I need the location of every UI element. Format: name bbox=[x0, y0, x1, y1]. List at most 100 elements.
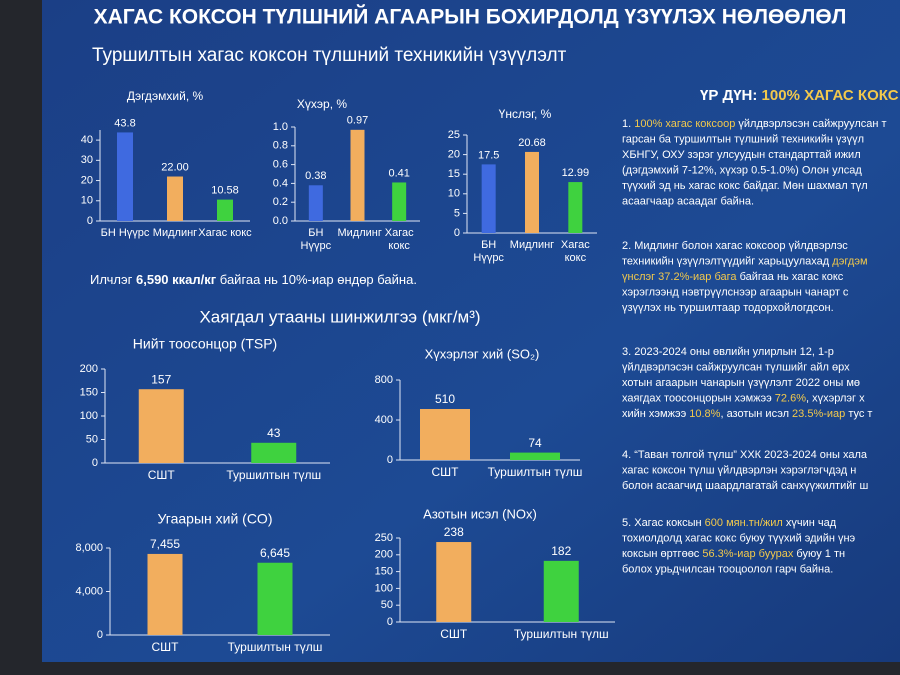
x-tick-label: Мидлинг bbox=[509, 239, 555, 251]
bar bbox=[420, 409, 470, 460]
text: үзүүлэх нь туршилтаар тодорхойлогдсон. bbox=[622, 302, 834, 314]
highlight: 72.6% bbox=[775, 392, 806, 404]
bar bbox=[251, 442, 297, 463]
text: техникийн үзүүлэлтүүдийг харьцуулахад bbox=[622, 255, 832, 267]
y-tick-label: 10 bbox=[81, 195, 93, 207]
y-tick-label: 4,000 bbox=[75, 585, 103, 597]
value-label: 43 bbox=[267, 426, 281, 440]
note-text: байгаа нь 10%-иар өндөр байна. bbox=[216, 272, 417, 287]
y-tick-label: 20 bbox=[448, 149, 460, 161]
paragraph-line: 3. 2023-2024 оны өвлийн улирлын 12, 1-р bbox=[622, 346, 834, 358]
text: 4. “Таван толгой түлш” ХХК 2023-2024 оны… bbox=[622, 449, 868, 461]
value-label: 20.68 bbox=[518, 137, 546, 149]
bar bbox=[525, 151, 539, 233]
text: ХБНГУ, ОХУ зэрэг улсуудын стандарттай иж… bbox=[622, 149, 861, 161]
chart-title: Азотын исэл (NOx) bbox=[423, 506, 537, 521]
note: Илчлэг 6,590 ккал/кг байгаа нь 10%-иар ө… bbox=[90, 272, 417, 287]
text: үйлдвэрлэсэн сайжруулсан түлшийг айл өрх bbox=[622, 361, 850, 373]
text: тус т bbox=[845, 408, 872, 420]
paragraph-line: болох урьдчилсан тооцоолол гарч байна. bbox=[622, 563, 833, 575]
y-tick-label: 30 bbox=[81, 154, 93, 166]
bar bbox=[436, 542, 472, 622]
bar bbox=[217, 199, 233, 221]
text: гарсан ба туршилтын түлшний техникийн үз… bbox=[622, 133, 864, 145]
x-tick-label: СШТ bbox=[431, 465, 459, 479]
paragraph-line: үзүүлэх нь туршилтаар тодорхойлогдсон. bbox=[622, 302, 834, 314]
paragraph-line: коксын өртгөөс 56.3%-иар буурах буюу 1 т… bbox=[622, 548, 845, 560]
y-tick-label: 8,000 bbox=[75, 542, 103, 554]
paragraph-line: тохиолдолд хагас кокс буюу түүхий эдийн … bbox=[622, 532, 856, 544]
note-bold: 6,590 ккал/кг bbox=[136, 272, 217, 287]
y-tick-label: 200 bbox=[80, 363, 98, 375]
chart-title: Нийт тоосонцор (TSP) bbox=[133, 336, 277, 352]
text: хийн хэмжээ bbox=[622, 408, 689, 420]
result-heading: ҮР ДҮН: 100% ХАГАС КОКС bbox=[700, 87, 899, 104]
x-tick-label: Туршилтын түлш bbox=[487, 465, 583, 479]
paragraph-line: техникийн үзүүлэлтүүдийг харьцуулахад дэ… bbox=[622, 255, 868, 267]
text: хэрэглээнд нэвтрүүлснээр агаарын чанарт … bbox=[622, 286, 849, 298]
y-tick-label: 5 bbox=[454, 207, 460, 219]
value-label: 157 bbox=[151, 372, 171, 386]
value-label: 510 bbox=[435, 392, 455, 406]
y-tick-label: 0.6 bbox=[273, 159, 288, 171]
y-tick-label: 0 bbox=[97, 629, 103, 641]
paragraph-line: ХБНГУ, ОХУ зэрэг улсуудын стандарттай иж… bbox=[622, 149, 861, 161]
y-tick-label: 40 bbox=[81, 134, 93, 146]
text: хагас коксон түлш үйлдвэрлэн хэрэглэгчдэ… bbox=[622, 464, 856, 476]
chart-title: Угаарын хий (CO) bbox=[158, 511, 273, 527]
text: үйлдвэрлэсэн сайжруулсан т bbox=[735, 118, 886, 130]
bar bbox=[543, 560, 579, 622]
paragraph-line: хагас коксон түлш үйлдвэрлэн хэрэглэгчдэ… bbox=[622, 464, 856, 476]
bar bbox=[481, 164, 496, 233]
paragraph-line: 4. “Таван толгой түлш” ХХК 2023-2024 оны… bbox=[622, 449, 868, 461]
value-label: 7,455 bbox=[150, 537, 180, 551]
text: хотын агаарын чанарын үзүүлэлт 2022 оны … bbox=[622, 377, 860, 389]
slide-title: ХАГАС КОКСОН ТҮЛШНИЙ АГААРЫН БОХИРДОЛД Ү… bbox=[94, 5, 847, 29]
value-label: 12.99 bbox=[562, 167, 590, 179]
value-label: 43.8 bbox=[114, 117, 135, 129]
bar bbox=[138, 389, 184, 463]
y-tick-label: 50 bbox=[86, 433, 98, 445]
subtitle: Туршилтын хагас коксон түлшний техникийн… bbox=[92, 45, 567, 66]
x-tick-label: Туршилтын түлш bbox=[513, 627, 609, 641]
text: болон асаагчид шаардлагатай санхүүжилтий… bbox=[622, 480, 868, 492]
text: байгаа нь хагас кокс bbox=[737, 271, 844, 283]
text: 2. Мидлинг болон хагас коксоор үйлдвэрлэ… bbox=[622, 240, 848, 252]
y-tick-label: 15 bbox=[448, 168, 460, 180]
value-label: 0.97 bbox=[347, 115, 368, 127]
value-label: 17.5 bbox=[478, 149, 499, 161]
text: болох урьдчилсан тооцоолол гарч байна. bbox=[622, 563, 833, 575]
text: асаагчаар асаадаг байна. bbox=[622, 195, 754, 207]
x-tick-label: БН Нүүрс bbox=[300, 227, 332, 252]
chart-title: Үнслэг, % bbox=[499, 107, 552, 121]
value-label: 0.41 bbox=[388, 167, 409, 179]
bar bbox=[392, 182, 407, 221]
paragraph-line: болон асаагчид шаардлагатай санхүүжилтий… bbox=[622, 480, 868, 492]
text: (дэгдэмхий 7-12%, хүхэр 0.5-1.0%) Олон у… bbox=[622, 164, 862, 176]
y-tick-label: 0 bbox=[387, 616, 393, 628]
y-tick-label: 0 bbox=[387, 454, 393, 466]
y-tick-label: 0 bbox=[92, 457, 98, 469]
result-label: ҮР ДҮН: bbox=[700, 87, 762, 104]
y-tick-label: 10 bbox=[448, 188, 460, 200]
bar bbox=[568, 182, 583, 233]
x-tick-label: СШТ bbox=[440, 627, 468, 641]
highlight: үнслэг 37.2%-иар бага bbox=[622, 271, 737, 283]
x-tick-label: Хагас кокс bbox=[560, 239, 590, 264]
bar bbox=[308, 185, 323, 221]
chart-title: Хүхэрлэг хий (SO₂) bbox=[425, 346, 540, 361]
text: тохиолдолд хагас кокс буюу түүхий эдийн … bbox=[622, 532, 856, 544]
value-label: 22.00 bbox=[161, 161, 189, 173]
x-tick-label: Хагас кокс bbox=[198, 227, 252, 239]
text: , азотын исэл bbox=[720, 408, 792, 420]
x-tick-label: БН Нүүрс bbox=[473, 239, 504, 264]
y-tick-label: 800 bbox=[375, 374, 393, 386]
section-title: Хаягдал утааны шинжилгээ (мкг/м³) bbox=[199, 307, 480, 326]
paragraph-line: 5. Хагас коксын 600 мян.тн/жил хүчин чад bbox=[622, 517, 837, 529]
highlight: 10.8% bbox=[689, 408, 720, 420]
note-text: Илчлэг bbox=[90, 272, 136, 287]
y-tick-label: 400 bbox=[375, 414, 393, 426]
bar bbox=[257, 562, 293, 635]
y-tick-label: 0.2 bbox=[273, 196, 288, 208]
x-tick-label: СШТ bbox=[151, 640, 179, 654]
